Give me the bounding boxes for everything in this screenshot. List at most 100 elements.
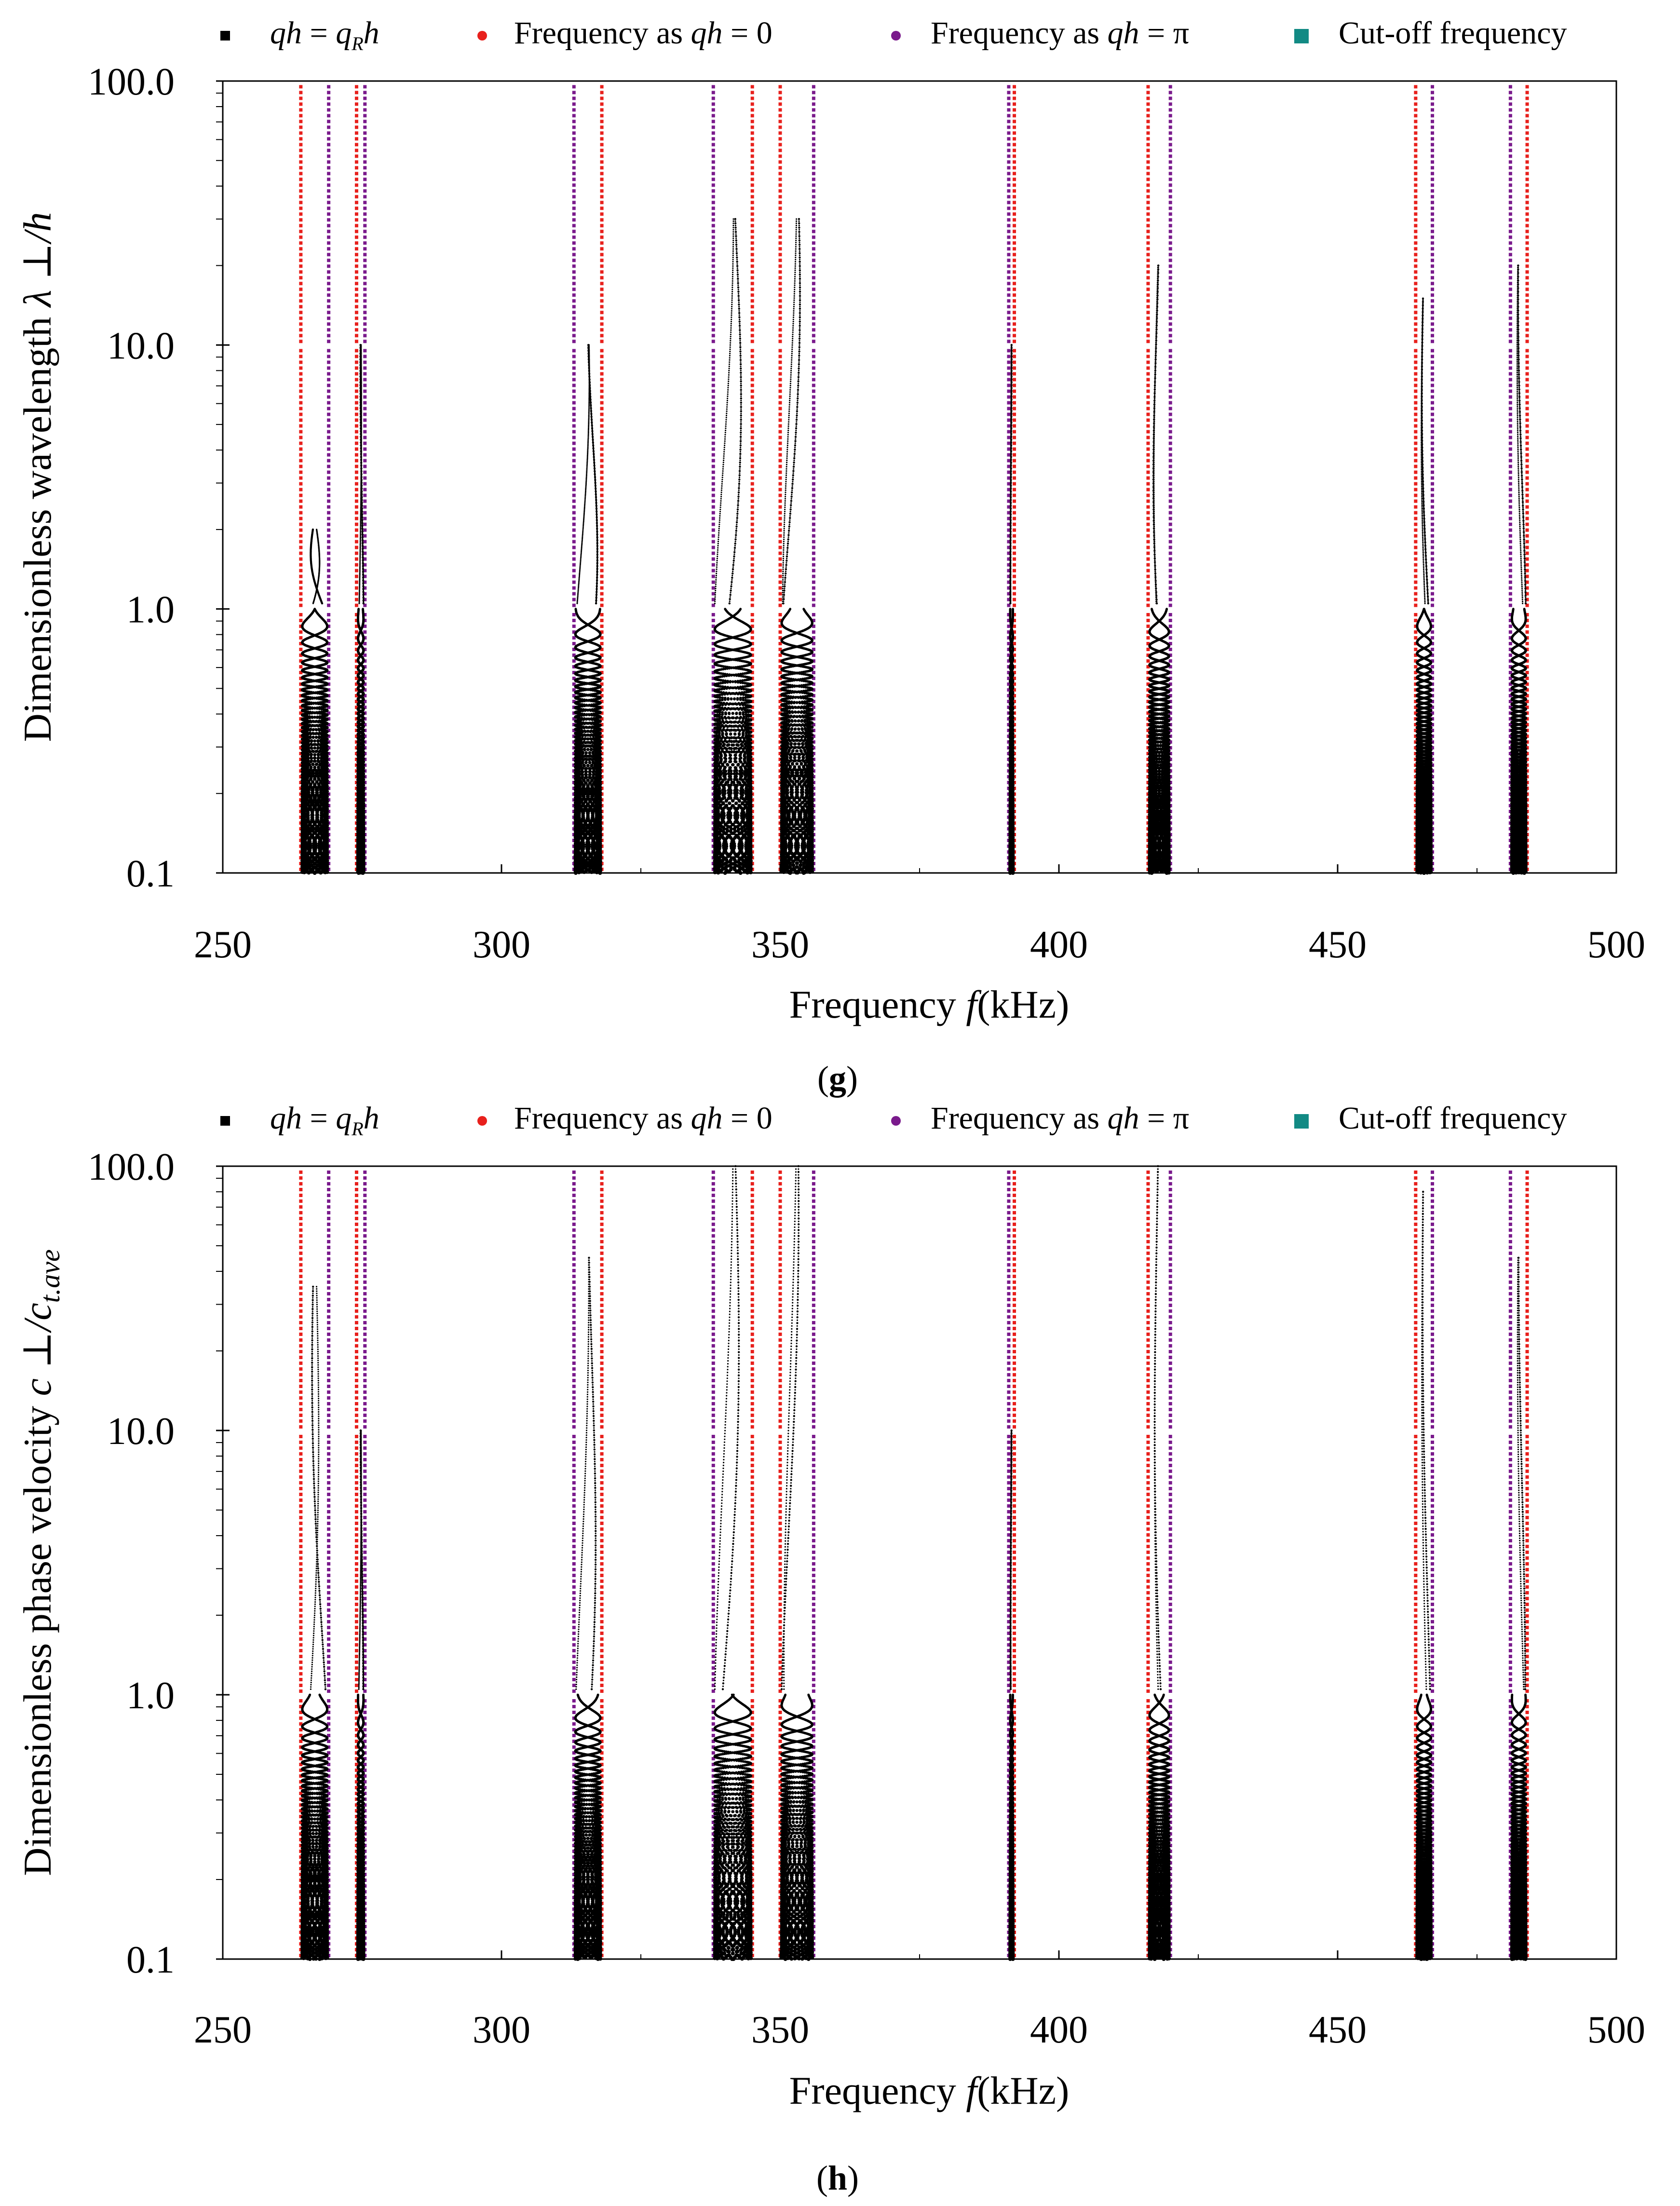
dispersion-point	[359, 542, 361, 544]
dispersion-point	[359, 579, 361, 581]
dispersion-point	[309, 727, 312, 731]
dispersion-point	[587, 440, 589, 442]
dispersion-point	[360, 482, 362, 484]
dispersion-point	[588, 373, 590, 375]
dispersion-point	[588, 426, 590, 428]
dispersion-point	[587, 448, 589, 449]
dispersion-point	[360, 502, 362, 504]
dispersion-point	[578, 586, 580, 588]
dispersion-point	[582, 526, 584, 528]
dispersion-point	[588, 411, 590, 413]
dispersion-point	[360, 522, 362, 524]
dispersion-point	[359, 586, 361, 588]
dispersion-point	[583, 513, 585, 516]
dispersion-point	[588, 367, 590, 369]
dispersion-point	[360, 379, 362, 381]
dispersion-point	[360, 410, 363, 412]
dispersion-point	[581, 545, 583, 547]
dispersion-point	[581, 549, 583, 551]
dispersion-point	[359, 576, 361, 579]
dispersion-point	[583, 520, 584, 522]
dispersion-point	[360, 393, 363, 395]
dispersion-point	[583, 508, 585, 510]
dispersion-point	[359, 539, 362, 541]
dispersion-point	[360, 499, 362, 501]
dispersion-point	[587, 429, 589, 431]
dispersion-point	[576, 601, 578, 603]
dispersion-point	[588, 350, 590, 352]
dispersion-point	[587, 433, 589, 435]
dispersion-point	[359, 565, 361, 567]
dispersion-point	[360, 511, 362, 513]
dispersion-point	[578, 578, 580, 580]
dispersion-point	[580, 557, 582, 558]
dispersion-point	[360, 344, 362, 346]
dispersion-point	[585, 479, 587, 481]
dispersion-point	[588, 387, 590, 389]
dispersion-point	[588, 393, 590, 395]
dispersion-point	[360, 512, 362, 514]
dispersion-point	[360, 436, 363, 438]
dispersion-point	[360, 470, 362, 472]
dispersion-point	[585, 473, 588, 475]
dispersion-point	[359, 548, 361, 550]
dispersion-point	[358, 597, 360, 599]
dispersion-point	[585, 485, 587, 487]
dispersion-point	[577, 592, 579, 594]
dispersion-point	[584, 495, 586, 497]
dispersion-point	[585, 486, 587, 488]
dispersion-point	[359, 585, 361, 587]
dispersion-point	[588, 353, 590, 354]
dispersion-point	[588, 409, 590, 410]
dispersion-series	[300, 218, 1528, 875]
dispersion-point	[586, 469, 588, 471]
dispersion-point	[360, 520, 362, 522]
dispersion-point	[317, 742, 320, 746]
dispersion-point	[360, 525, 362, 527]
dispersion-point	[582, 535, 583, 537]
dispersion-point	[313, 765, 317, 769]
dispersion-point	[588, 355, 590, 357]
dispersion-point	[588, 347, 590, 349]
dispersion-point	[588, 401, 590, 404]
dispersion-point	[584, 502, 586, 504]
dispersion-point	[357, 608, 360, 611]
dispersion-point	[582, 529, 584, 531]
dispersion-point	[359, 557, 361, 558]
dispersion-point	[579, 573, 581, 576]
dispersion-point	[588, 381, 590, 383]
dispersion-point	[587, 450, 589, 452]
dispersion-point	[360, 427, 363, 429]
dispersion-point	[359, 546, 361, 548]
dispersion-point	[313, 759, 317, 763]
dispersion-point	[360, 395, 363, 398]
dispersion-point	[586, 460, 588, 463]
dispersion-point	[579, 564, 581, 566]
dispersion-point	[581, 539, 583, 541]
dispersion-point	[587, 449, 589, 451]
dispersion-point	[584, 498, 586, 500]
dispersion-point	[586, 456, 588, 458]
dispersion-point	[587, 430, 589, 432]
dispersion-point	[360, 488, 362, 490]
dispersion-point	[580, 559, 582, 561]
dispersion-point	[578, 576, 580, 579]
dispersion-point	[318, 735, 321, 738]
dispersion-point	[577, 594, 579, 596]
dispersion-point	[587, 452, 589, 454]
dispersion-point	[359, 588, 361, 590]
dispersion-point	[576, 602, 578, 604]
dispersion-point	[359, 573, 361, 576]
dispersion-point	[583, 519, 585, 521]
dispersion-point	[310, 746, 313, 749]
dispersion-point	[360, 479, 362, 481]
dispersion-point	[588, 398, 590, 401]
dispersion-point	[586, 467, 588, 469]
dispersion-point	[582, 531, 584, 532]
dispersion-point	[580, 552, 582, 554]
dispersion-point	[586, 472, 588, 474]
dispersion-point	[360, 398, 363, 401]
dispersion-point	[576, 599, 578, 601]
dispersion-point	[321, 602, 324, 605]
